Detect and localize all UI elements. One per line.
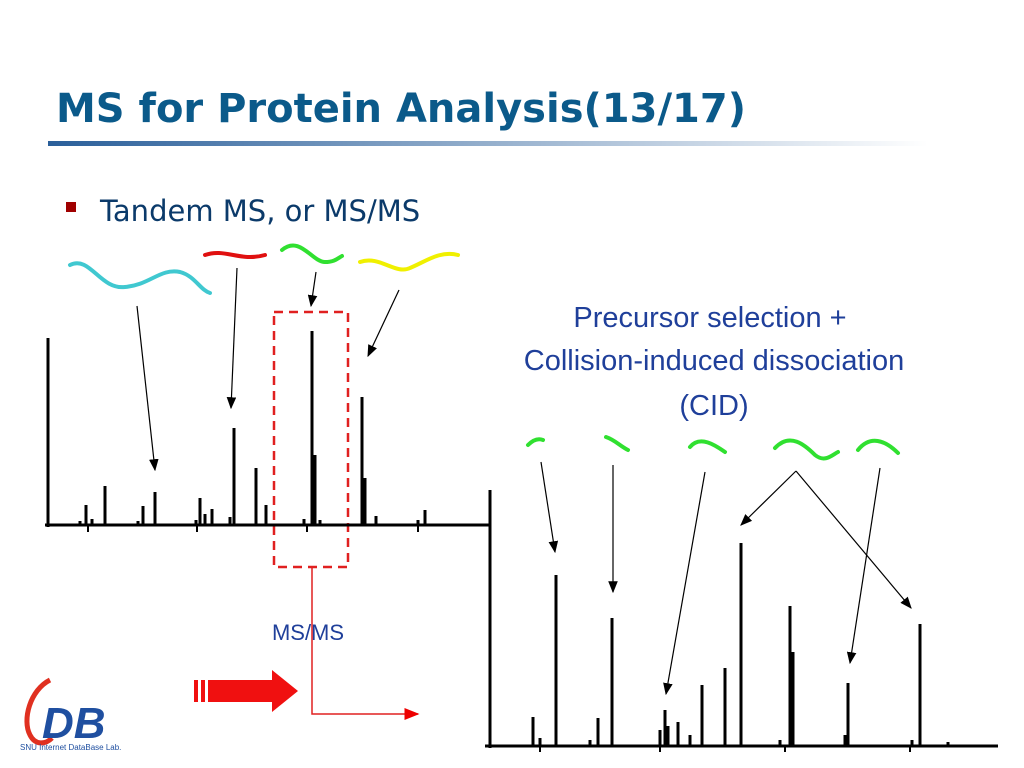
arrows	[136, 267, 912, 696]
arrow-body	[208, 670, 298, 712]
flow-line	[311, 567, 420, 720]
arrow	[663, 471, 706, 696]
peptides	[68, 243, 460, 295]
logo-swoosh	[24, 677, 54, 746]
fragment	[856, 438, 900, 455]
peptide	[358, 251, 460, 272]
bullet-text: Tandem MS, or MS/MS	[99, 194, 420, 228]
step-label: MS/MS	[272, 620, 344, 645]
arrow	[367, 289, 400, 358]
fragment	[773, 438, 840, 461]
logo-caption: SNU Internet DataBase Lab.	[20, 743, 121, 752]
spectra	[45, 331, 998, 752]
logo-mark: DB	[42, 699, 106, 748]
arrow	[846, 467, 881, 665]
peptide	[68, 261, 212, 295]
annotation-line: Precursor selection +	[573, 302, 846, 334]
bullet-marker	[66, 202, 76, 212]
logo: DB SNU Internet DataBase Lab.	[20, 677, 121, 752]
peptide	[203, 250, 267, 260]
annotation-line: (CID)	[679, 390, 748, 422]
arrow	[307, 271, 318, 308]
title-rule	[48, 141, 928, 146]
slide-title: MS for Protein Analysis(13/17)	[56, 86, 746, 132]
fragment	[604, 435, 630, 452]
arrow	[795, 470, 912, 609]
arrow-stripe	[201, 680, 205, 702]
fragment	[526, 437, 545, 447]
peptide	[280, 243, 344, 265]
arrow	[136, 305, 159, 472]
arrow-stripe	[194, 680, 198, 702]
big-arrow	[194, 670, 298, 712]
annotation-line: Collision-induced dissociation	[524, 345, 904, 377]
selection-box	[272, 310, 350, 569]
arrow	[540, 461, 559, 554]
arrow	[226, 267, 238, 410]
arrow	[740, 470, 797, 526]
fragments	[526, 435, 900, 461]
fragment	[688, 439, 727, 454]
